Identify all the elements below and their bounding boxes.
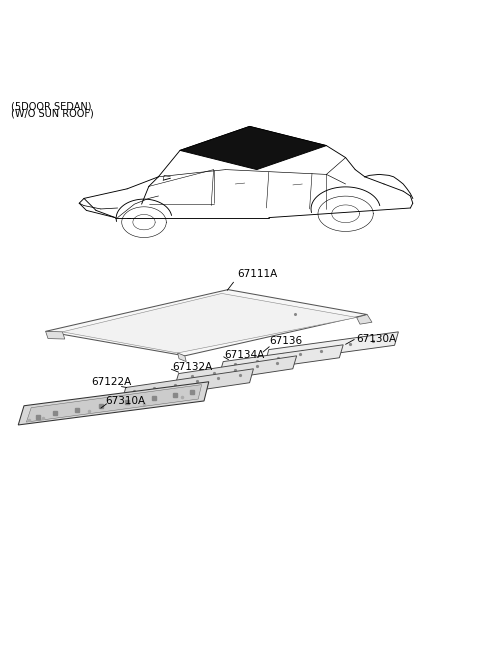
Text: 67111A: 67111A <box>237 269 277 279</box>
Text: 67136: 67136 <box>269 337 302 346</box>
Polygon shape <box>46 289 367 356</box>
Polygon shape <box>265 332 398 363</box>
Polygon shape <box>357 315 372 324</box>
Text: (5DOOR SEDAN): (5DOOR SEDAN) <box>11 102 91 112</box>
Polygon shape <box>178 353 186 361</box>
Text: (W/O SUN ROOF): (W/O SUN ROOF) <box>11 108 93 118</box>
Polygon shape <box>62 293 357 353</box>
Polygon shape <box>122 369 253 401</box>
Polygon shape <box>46 331 65 339</box>
Text: 67134A: 67134A <box>224 350 264 360</box>
Polygon shape <box>180 127 326 170</box>
Polygon shape <box>175 356 297 386</box>
Text: 67132A: 67132A <box>172 362 212 373</box>
Polygon shape <box>18 382 209 425</box>
Text: 67122A: 67122A <box>91 377 132 387</box>
Text: 67310A: 67310A <box>106 396 146 406</box>
Text: 67130A: 67130A <box>356 333 396 344</box>
Polygon shape <box>26 384 202 422</box>
Polygon shape <box>219 345 343 375</box>
